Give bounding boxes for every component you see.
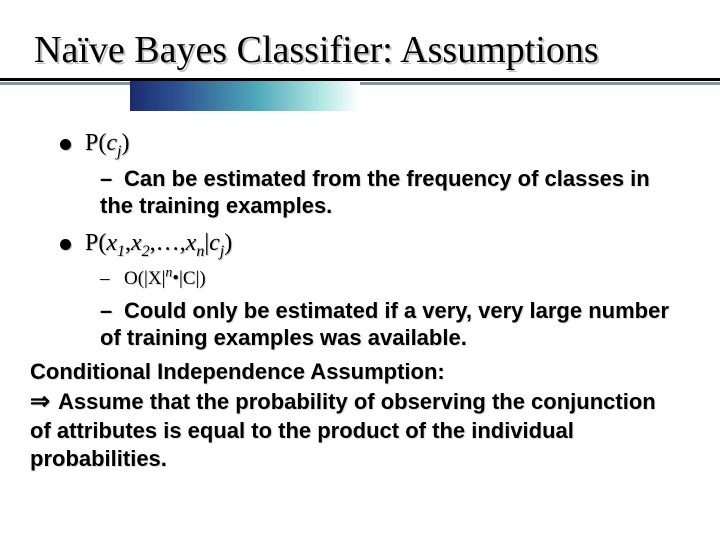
sub-bullet-text: Could only be estimated if a very, very … bbox=[100, 298, 669, 351]
slide-body: P(cj) –Can be estimated from the frequen… bbox=[60, 130, 680, 472]
gradient-accent bbox=[130, 81, 360, 111]
underline-shadow bbox=[0, 82, 720, 85]
bullet-item: P(x1,x2,…,xn|cj) bbox=[60, 230, 680, 261]
conditional-heading: Conditional Independence Assumption: bbox=[30, 358, 680, 386]
formula-1: P(cj) bbox=[85, 130, 129, 161]
slide-title: Naïve Bayes Classifier: Assumptions bbox=[34, 28, 599, 72]
conditional-body: Assume that the probability of observing… bbox=[30, 389, 656, 471]
sub-bullet-text: Can be estimated from the frequency of c… bbox=[100, 166, 650, 219]
underline-main bbox=[0, 78, 720, 81]
sub-bullet: –Can be estimated from the frequency of … bbox=[100, 165, 680, 220]
arrow-icon: ⇒ bbox=[30, 387, 58, 417]
bullet-icon bbox=[60, 139, 71, 150]
dash-icon: – bbox=[100, 165, 124, 193]
dash-icon: – bbox=[100, 297, 124, 325]
title-underline bbox=[0, 78, 720, 116]
dash-icon: – bbox=[100, 267, 124, 291]
sub-bullet: –Could only be estimated if a very, very… bbox=[100, 297, 680, 352]
sub-bullet-text: O(|X|n•|C|) bbox=[124, 268, 206, 289]
bullet-item: P(cj) bbox=[60, 130, 680, 161]
conditional-body-wrap: ⇒Assume that the probability of observin… bbox=[30, 387, 680, 472]
sub-bullet: –O(|X|n•|C|) bbox=[100, 265, 680, 291]
formula-2: P(x1,x2,…,xn|cj) bbox=[85, 230, 232, 261]
bullet-icon bbox=[60, 239, 71, 250]
title-area: Naïve Bayes Classifier: Assumptions Naïv… bbox=[0, 0, 720, 120]
